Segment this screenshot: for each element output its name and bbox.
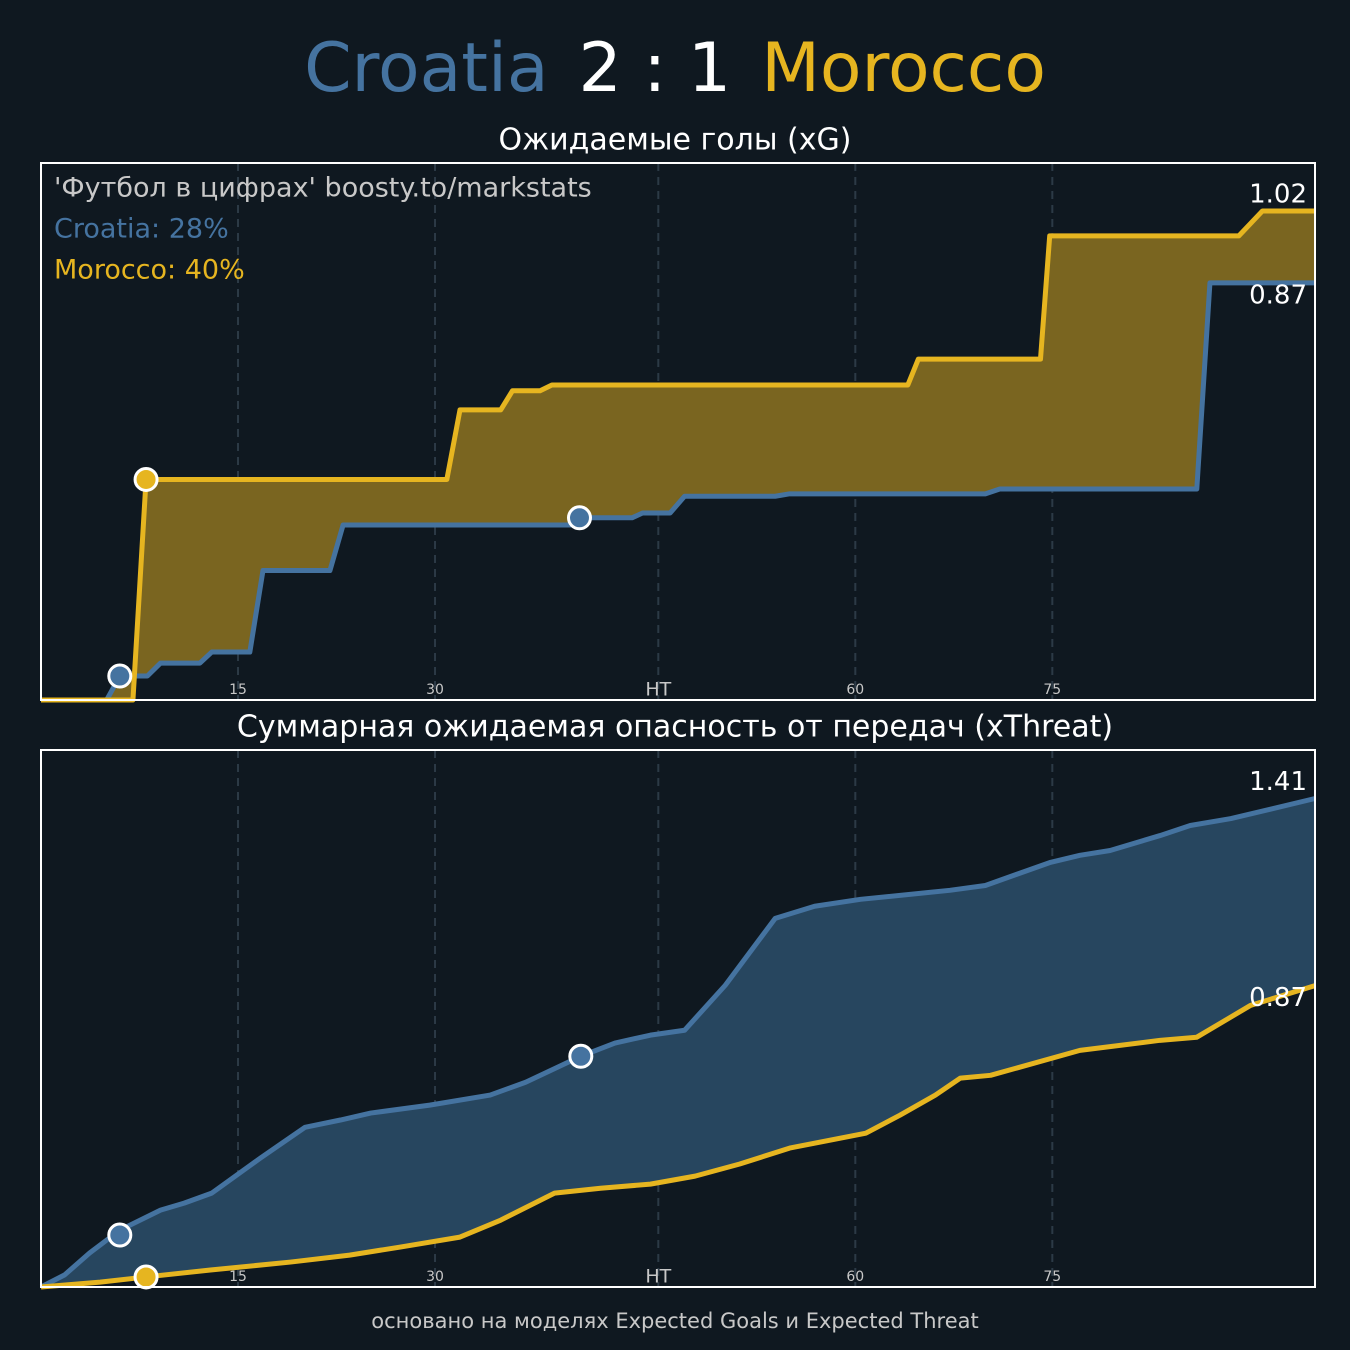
shot-marker [568, 1043, 594, 1069]
x-tick-label: 75 [1043, 682, 1061, 698]
shot-marker [133, 466, 159, 492]
shot-marker [133, 1264, 159, 1290]
x-tick-label: HT [645, 1266, 671, 1288]
chart-title: Ожидаемые голы (xG) [499, 123, 852, 158]
x-tick-label: 75 [1043, 1269, 1061, 1285]
end-value-label: 0.87 [1249, 983, 1307, 1013]
footer-note: основано на моделях Expected Goals и Exp… [371, 1309, 978, 1333]
x-tick-label: 60 [846, 1269, 864, 1285]
series-line [39, 796, 1316, 1290]
end-value-label: 0.87 [1249, 280, 1307, 310]
plot-frame [40, 162, 1316, 701]
chart-title: Суммарная ожидаемая опасность от передач… [237, 710, 1113, 745]
annotation: 'Футбол в цифрах' boosty.to/markstats [54, 173, 592, 204]
shot-marker [107, 663, 133, 689]
annotation: Croatia: 28% [54, 214, 229, 245]
series-line [41, 208, 1315, 703]
x-tick-label: HT [645, 679, 671, 701]
x-tick-label: 15 [229, 1269, 247, 1285]
x-tick-label: 30 [426, 1269, 444, 1285]
plot-frame [40, 749, 1316, 1288]
annotation: Morocco: 40% [54, 255, 245, 286]
shot-marker [566, 505, 592, 531]
end-value-label: 1.41 [1249, 767, 1307, 797]
x-tick-label: 30 [426, 682, 444, 698]
score: 2 : 1 [579, 29, 732, 108]
series-line [40, 983, 1316, 1290]
x-tick-label: 60 [846, 682, 864, 698]
home-team: Croatia [304, 29, 548, 108]
away-team: Morocco [761, 29, 1046, 108]
match-title: Croatia 2 : 1 Morocco [304, 29, 1046, 108]
x-tick-label: 15 [229, 682, 247, 698]
end-value-label: 1.02 [1249, 179, 1307, 209]
gap-area [41, 210, 1315, 701]
shot-marker [107, 1222, 133, 1248]
gap-area [41, 798, 1315, 1287]
